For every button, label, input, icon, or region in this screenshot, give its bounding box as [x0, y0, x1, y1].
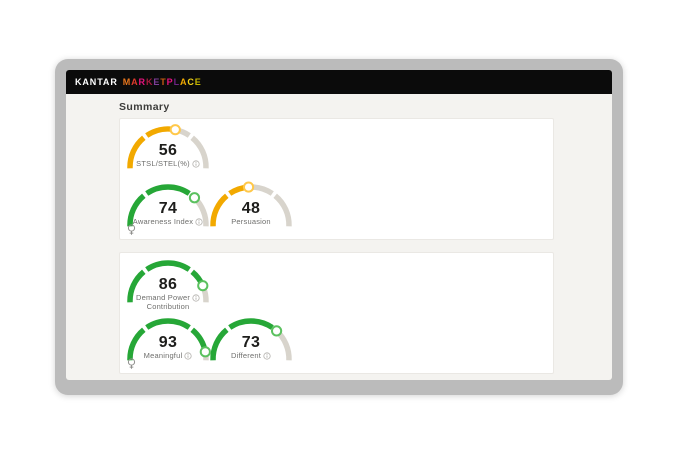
gauge-marker [197, 280, 209, 292]
marketplace-logo: MARKETPLACE [122, 77, 202, 87]
gauge-label: Meaningful [120, 351, 216, 361]
gauge-dial [127, 318, 211, 361]
gauge-label: Demand Power Contribution [120, 293, 216, 311]
gauge-value: 48 [241, 200, 261, 217]
gauge-arc-track [273, 193, 292, 227]
gauge-dial [210, 318, 292, 361]
gauge-value: 74 [158, 200, 178, 217]
gauge-arc-filled [127, 269, 146, 303]
gauge-dial [127, 260, 209, 303]
info-icon[interactable] [184, 352, 192, 360]
info-icon[interactable] [263, 352, 271, 360]
gauge-label-text: STSL/STEL(%) [136, 159, 190, 168]
gauge-label: Awareness Index [120, 217, 216, 227]
gauge-dial [210, 181, 292, 227]
lightbulb-icon[interactable] [127, 358, 136, 370]
gauge-arc-filled [145, 318, 191, 330]
gauge-arc-filled [228, 318, 274, 330]
gauge-marker [199, 346, 211, 358]
gauge-marker [242, 181, 255, 193]
card-summary-top: 56 STSL/STEL(%) 74 Awareness Index 48 Persuas… [119, 118, 554, 240]
app-window: KANTAR MARKETPLACE Summary 56 STSL/STEL(%… [66, 70, 612, 380]
gauge-dial [127, 184, 209, 227]
app-header: KANTAR MARKETPLACE [66, 70, 612, 94]
gauge-arc-filled [210, 193, 229, 227]
gauge-label-text: Meaningful [143, 351, 183, 360]
gauge-dial [127, 124, 209, 169]
gauge-meaningful: 93 Meaningful [120, 315, 216, 373]
gauge-arc-filled [145, 260, 191, 272]
gauge-different: 73 Different [203, 315, 299, 373]
gauge-arc-track [190, 135, 209, 169]
gauge-label-text: Contribution [146, 301, 190, 311]
gauge-label-text: Persuasion [231, 217, 271, 226]
gauge-value: 56 [158, 142, 178, 159]
gauge-persuasion: 48 Persuasion [203, 181, 299, 239]
gauge-value: 93 [158, 334, 178, 351]
gauge-arc-filled [145, 184, 191, 196]
gauge-arc-filled [210, 327, 229, 361]
lightbulb-icon[interactable] [127, 224, 136, 236]
gauge-marker [188, 192, 201, 204]
gauge-marker [270, 325, 283, 337]
gauge-label: Different [203, 351, 299, 361]
gauge-value: 73 [241, 334, 261, 351]
gauge-awareness-index: 74 Awareness Index [120, 181, 216, 239]
gauge-label: Persuasion [203, 217, 299, 227]
gauge-stsl-stel: 56 STSL/STEL(%) [120, 123, 216, 181]
gauge-label-text: Demand Power [135, 293, 191, 302]
gauge-marker [169, 124, 181, 136]
info-icon[interactable] [192, 160, 200, 168]
gauge-arc-filled [127, 135, 146, 169]
gauge-arc-filled [127, 193, 146, 227]
gauge-arc-filled [127, 327, 146, 361]
kantar-logo: KANTAR [75, 77, 118, 87]
gauge-label-text: Different [230, 351, 261, 360]
gauge-label-text: Awareness Index [132, 217, 194, 226]
page-title: Summary [119, 101, 170, 113]
info-icon[interactable] [195, 218, 203, 226]
info-icon[interactable] [192, 294, 200, 302]
gauge-label: STSL/STEL(%) [120, 159, 216, 169]
gauge-demand-power-contribution: 86 Demand Power Contribution [120, 257, 216, 315]
gauge-value: 86 [158, 276, 178, 293]
card-summary-bottom: 86 Demand Power Contribution 93 Meaningful 73… [119, 252, 554, 374]
device-frame: KANTAR MARKETPLACE Summary 56 STSL/STEL(%… [55, 59, 623, 395]
